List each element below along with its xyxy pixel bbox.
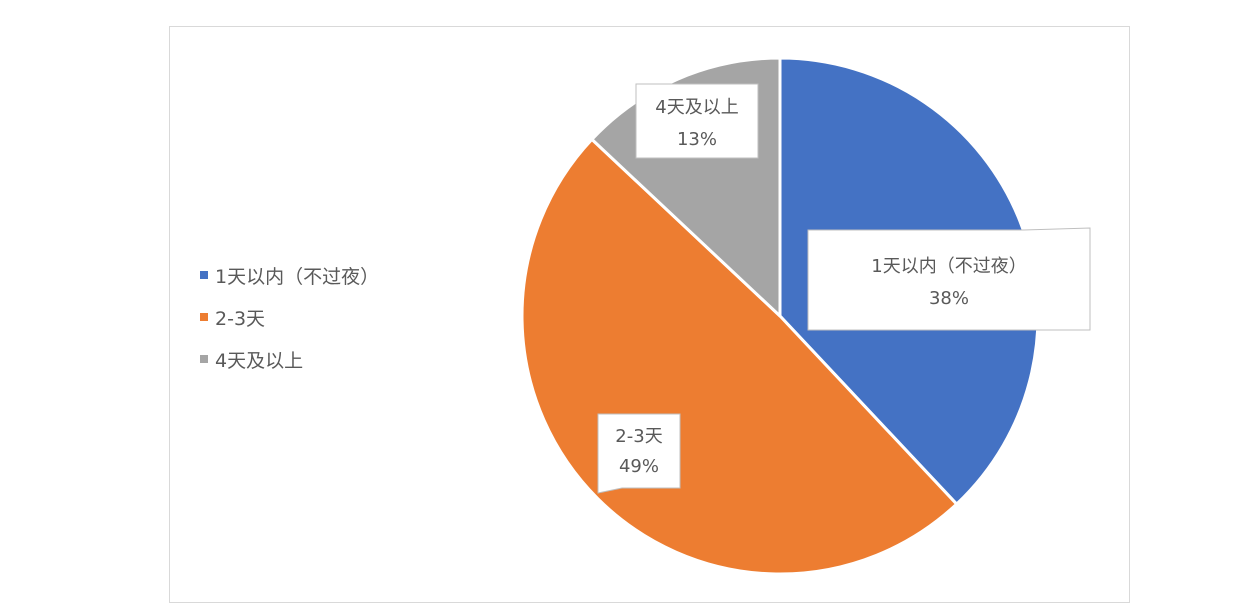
legend-item-1: 1天以内（不过夜） [200, 260, 460, 290]
callout-1: 1天以内（不过夜） 38% [807, 227, 1091, 331]
legend-label-3: 4天及以上 [215, 349, 304, 372]
callout-3-value: 13% [677, 129, 717, 150]
callout-1-value: 38% [929, 288, 969, 309]
callout-1-box [807, 227, 1091, 331]
callout-2: 2-3天 49% [597, 413, 681, 494]
legend-swatch-2 [200, 313, 208, 321]
legend-item-2: 2-3天 [200, 302, 460, 332]
callout-3-category: 4天及以上 [655, 97, 738, 118]
callout-3-box [635, 83, 759, 159]
legend-label-1: 1天以内（不过夜） [215, 265, 380, 288]
legend-label-2: 2-3天 [215, 307, 266, 330]
callout-2-box [597, 413, 681, 494]
legend-item-3: 4天及以上 [200, 344, 460, 374]
legend-swatch-1 [200, 271, 208, 279]
callout-1-category: 1天以内（不过夜） [871, 256, 1026, 277]
callout-3: 4天及以上 13% [635, 83, 759, 159]
callout-2-category: 2-3天 [615, 426, 662, 447]
legend-swatch-3 [200, 355, 208, 363]
chart-legend: 1天以内（不过夜） 2-3天 4天及以上 [200, 260, 460, 386]
callout-2-value: 49% [619, 456, 659, 477]
